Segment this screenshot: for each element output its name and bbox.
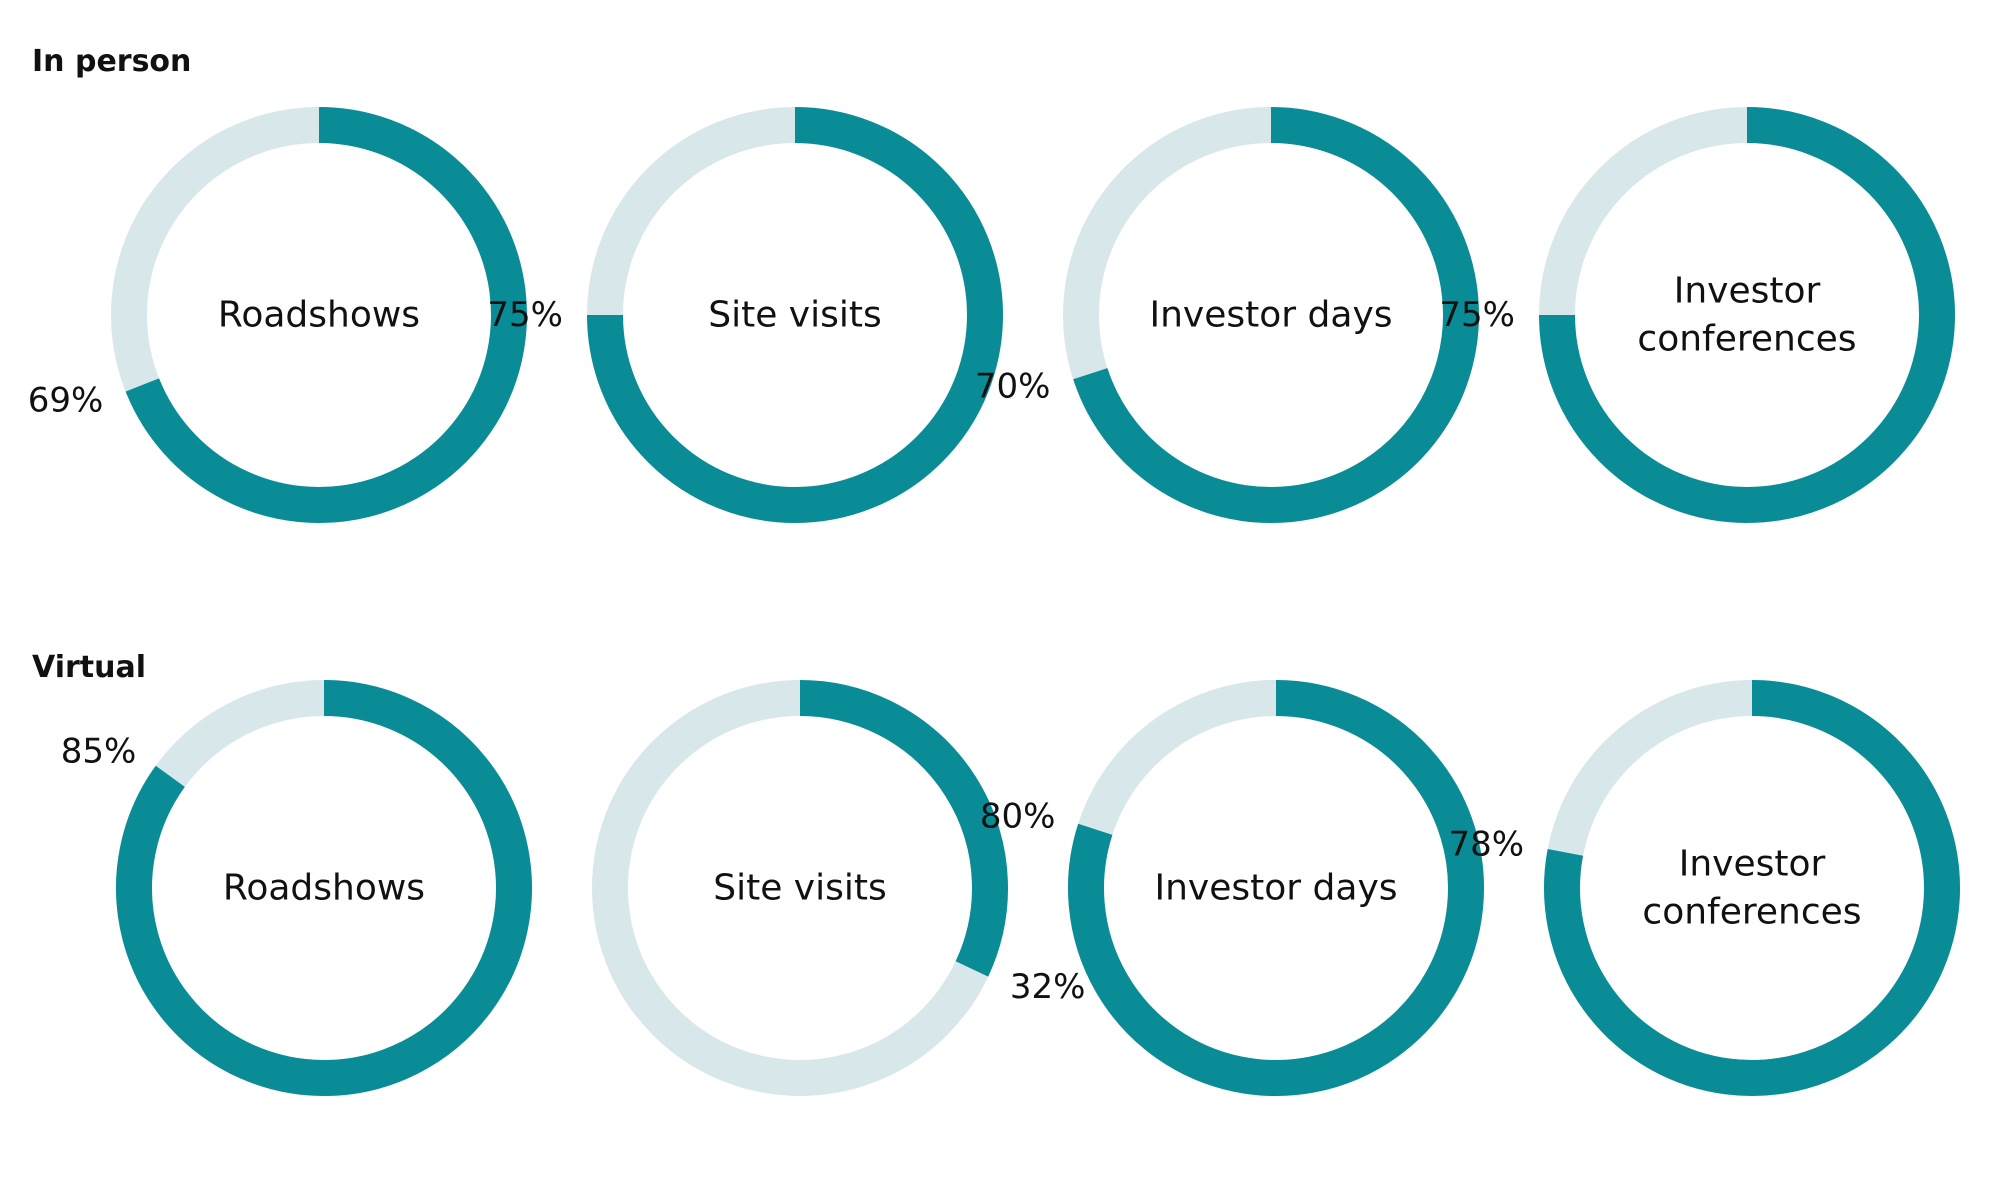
donut-arc-in-person-site-visits [587, 107, 1003, 523]
donut-arc-virtual-investor-conferences [1544, 680, 1960, 1096]
value-label-in-person-roadshows: 69% [28, 380, 104, 420]
center-label-virtual-roadshows: Roadshows [223, 868, 425, 909]
value-label-in-person-investor-conferences: 75% [1439, 295, 1515, 335]
section-title-virtual: Virtual [32, 650, 146, 685]
center-label-virtual-investor-conferences: conferences [1642, 892, 1861, 933]
value-label-in-person-site-visits: 75% [487, 295, 563, 335]
center-label-in-person-investor-conferences: Investor [1674, 271, 1821, 312]
donut-virtual-roadshows: Roadshows 85% [61, 680, 532, 1096]
donut-arc-in-person-investor-conferences [1539, 107, 1955, 523]
donut-virtual-investor-days: Investor days 80% [980, 680, 1484, 1096]
center-label-in-person-site-visits: Site visits [708, 295, 882, 336]
value-label-in-person-investor-days: 70% [975, 367, 1051, 407]
center-label-virtual-investor-conferences: Investor [1679, 844, 1826, 885]
value-label-virtual-investor-days: 80% [980, 796, 1056, 836]
center-label-in-person-roadshows: Roadshows [218, 295, 420, 336]
donut-in-person-investor-days: Investor days 70% [975, 107, 1479, 523]
section-title-in-person: In person [32, 44, 192, 79]
value-label-virtual-investor-conferences: 78% [1449, 825, 1525, 865]
donut-in-person-site-visits: Site visits 75% [487, 107, 1003, 523]
center-label-in-person-investor-days: Investor days [1150, 295, 1393, 336]
value-label-virtual-roadshows: 85% [61, 732, 137, 772]
center-label-virtual-investor-days: Investor days [1155, 868, 1398, 909]
donut-virtual-investor-conferences: Investor conferences 78% [1449, 680, 1960, 1096]
donut-arc-virtual-site-visits [799, 680, 1008, 977]
donut-arc-in-person-roadshows [125, 107, 527, 523]
donut-arc-virtual-investor-days [1068, 680, 1484, 1096]
center-label-virtual-site-visits: Site visits [713, 868, 887, 909]
value-label-virtual-site-visits: 32% [1010, 967, 1086, 1007]
donut-in-person-investor-conferences: Investor conferences 75% [1439, 107, 1955, 523]
donut-in-person-roadshows: Roadshows 69% [28, 107, 527, 523]
donut-arc-virtual-roadshows [116, 680, 532, 1096]
donut-virtual-site-visits: Site visits 32% [592, 680, 1086, 1096]
donut-arc-in-person-investor-days [1073, 107, 1479, 523]
center-label-in-person-investor-conferences: conferences [1637, 319, 1856, 360]
